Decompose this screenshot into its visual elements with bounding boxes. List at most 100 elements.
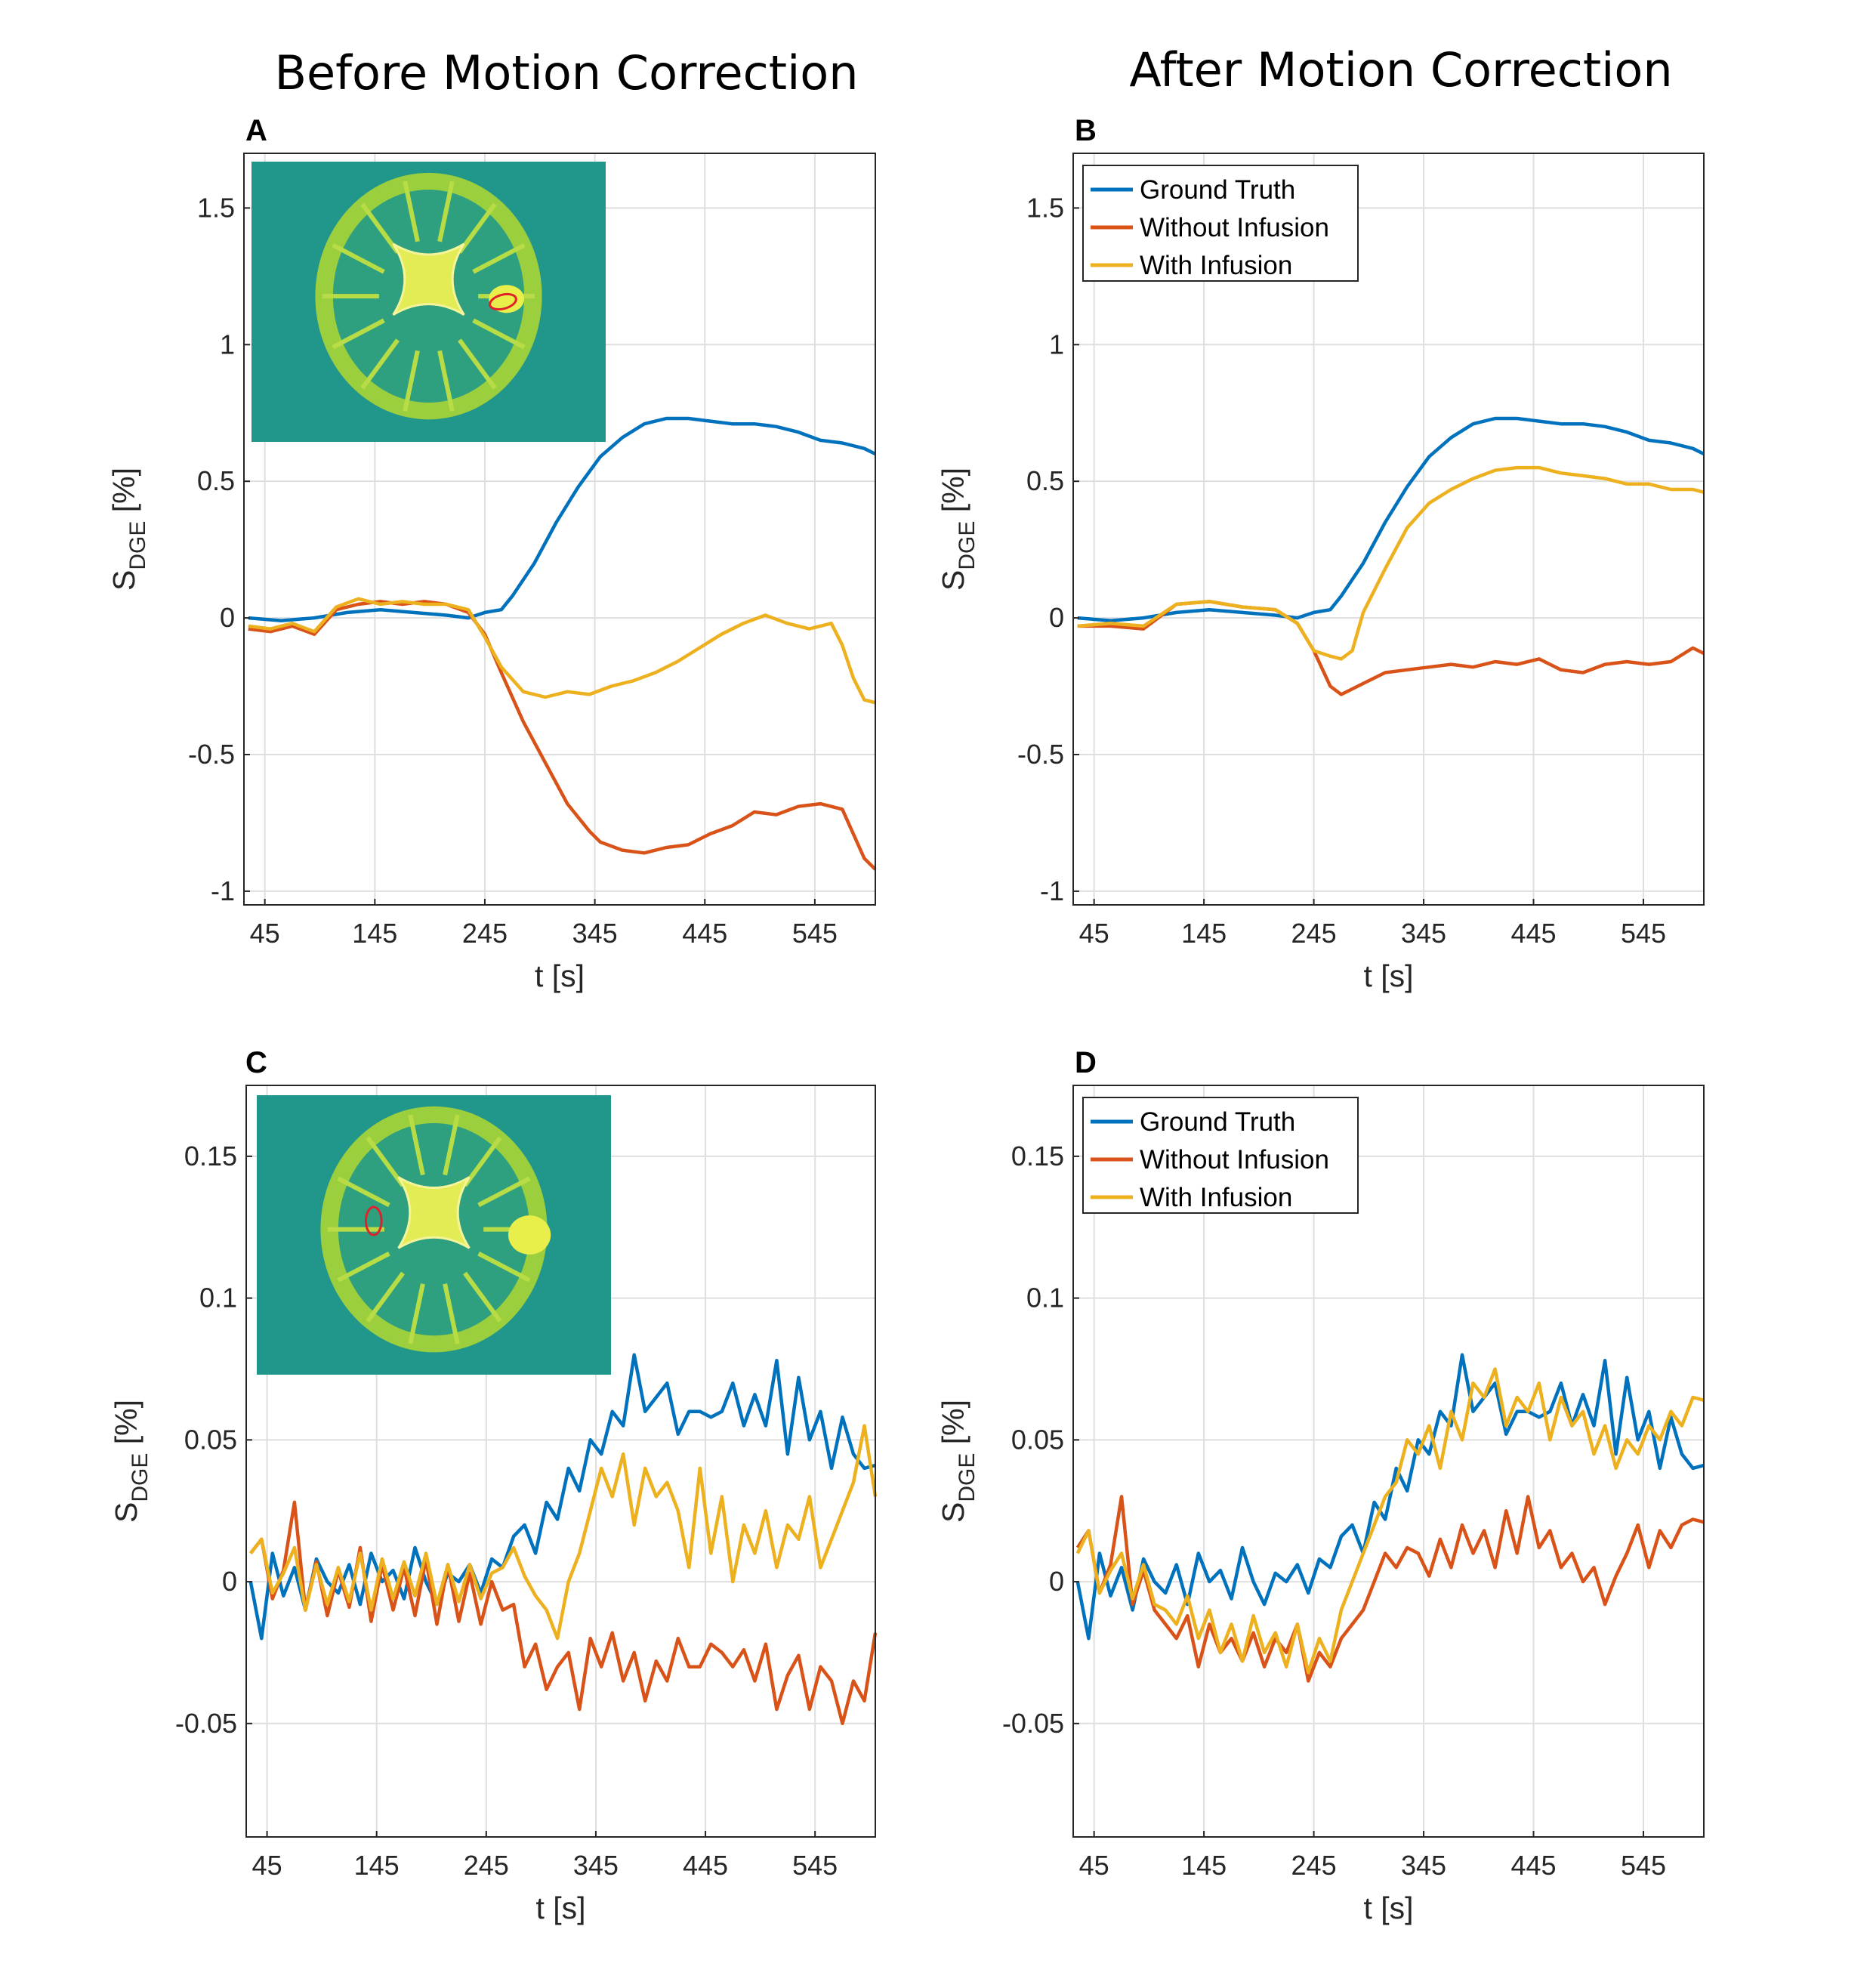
panel-label: C [245,1046,267,1079]
y-tick-label: -0.5 [1017,739,1064,770]
brain-sulcus [472,318,526,350]
brain-sulcus [332,242,385,274]
lesion [489,285,525,313]
column-title-right: After Motion Correction [1129,42,1672,97]
brain-sulcus [360,202,400,254]
brain-inset [251,162,606,442]
x-tick-label: 145 [352,918,397,949]
brain-sulcus [337,1176,390,1208]
brain-sulcus [437,350,455,412]
x-tick-label: 345 [1401,1850,1446,1881]
x-tick-label: 145 [1181,1850,1227,1881]
series-line-with-infusion [248,597,876,705]
roi-outline [489,292,517,311]
y-tick-label: 0.1 [1026,1283,1064,1314]
panels: A45 145 245 345 445 545-1-0.500.511.5t [s]SDG… [106,114,1705,1925]
x-tick-label: 245 [1291,1850,1337,1881]
y-axis-label-main: S [936,1502,970,1523]
legend-label: Without Infusion [1140,213,1329,242]
x-axis-label: t [s] [1363,1891,1413,1925]
x-tick-label: 145 [354,1850,400,1881]
y-axis-label-subscript: DGE [128,1453,153,1502]
y-axis-label-subscript: DGE [125,521,150,570]
brain-sulcus [477,1252,531,1283]
legend: Ground Truth Without Infusion With Infusio… [1082,165,1359,282]
x-tick-label: 245 [1291,918,1337,949]
brain-ventricles [392,242,465,316]
y-tick-label: -1 [211,875,235,906]
brain-sulcus [403,181,420,242]
series-line-with-infusion [249,1424,878,1641]
x-tick-label: 545 [1621,1850,1666,1881]
y-axis-label-unit: [%] [109,1400,143,1453]
y-tick-label: 1 [1049,329,1064,360]
x-tick-label: 45 [250,918,280,949]
plot-frame [245,1085,876,1838]
legend-box [1082,165,1359,282]
panel-b: B 45 145 245 345 445 545 -1 -0.5 0 0.5 1 1.5 t [s] SDG… [936,114,1705,993]
y-tick-label: -0.05 [1002,1708,1064,1739]
x-tick-label: 345 [1401,918,1446,949]
panel-d: D 45 145 245 345 445 545 -0.05 0 0.05 0.1 0.15 t [s]… [936,1046,1705,1925]
roi-outline [364,1205,383,1236]
y-axis-label-main: S [936,570,970,591]
x-tick-label: 545 [792,918,838,949]
series-line-without-infusion [1077,600,1705,696]
panel-label: D [1075,1046,1097,1079]
x-tick-label: 245 [462,918,508,949]
brain-sulcus [443,1283,460,1344]
y-axis-label-subscript: DGE [955,521,980,570]
series-line-ground-truth [248,416,876,622]
x-axis-label: t [s] [535,958,585,993]
y-tick-label: 0 [222,1566,237,1597]
brain-sulcus [472,242,526,274]
panel-label: B [1075,114,1097,147]
x-tick-label: 345 [572,918,618,949]
brain-sulcus [458,338,497,390]
y-tick-label: 0 [1049,1566,1064,1597]
legend-label: Ground Truth [1140,1107,1295,1137]
y-tick-label: 0.05 [1011,1424,1064,1455]
y-tick-label: -0.5 [188,739,235,770]
brain-sulcus [360,338,400,390]
brain-sulcus [437,181,455,242]
y-tick-label: -1 [1040,875,1064,906]
y-axis-label: SDGE [%] [936,468,980,591]
legend-box [1082,1097,1359,1214]
y-axis-label: SDGE [%] [936,1400,980,1523]
brain-sulcus [403,350,420,412]
y-axis-label-unit: [%] [106,468,141,521]
plot-frame [243,153,876,906]
y-axis-label: SDGE [%] [109,1400,153,1523]
brain-sulcus [366,1136,405,1187]
y-axis-label-unit: [%] [936,468,970,521]
x-tick-label: 445 [1510,918,1556,949]
y-tick-label: 1.5 [1026,192,1064,223]
x-tick-label: 45 [1079,918,1109,949]
panel-label: A [245,114,267,147]
brain-sulcus [463,1271,502,1323]
x-tick-label: 445 [683,1850,728,1881]
x-tick-label: 445 [682,918,727,949]
brain-sulcus [337,1252,390,1283]
column-title-left: Before Motion Correction [274,45,858,100]
y-tick-label: 0.5 [197,465,235,496]
brain-sulcus [477,1176,531,1208]
series-line-ground-truth [1075,1353,1705,1641]
y-tick-label: 0.05 [184,1424,237,1455]
x-tick-label: 545 [1621,918,1666,949]
y-axis-label-main: S [109,1502,143,1523]
brain-sulcus [408,1114,425,1176]
x-tick-label: 145 [1181,918,1227,949]
plot-frame [1072,1085,1705,1838]
y-tick-label: 0.15 [1011,1141,1064,1172]
legend: Ground Truth Without Infusion With Infusio… [1082,1097,1359,1214]
series-line-without-infusion [1075,1495,1705,1683]
y-axis-label-subscript: DGE [955,1453,980,1502]
legend-label: With Infusion [1140,251,1292,280]
y-tick-label: 0.15 [184,1141,237,1172]
x-axis-label: t [s] [535,1891,585,1925]
y-axis-label: SDGE [%] [106,468,150,591]
y-tick-label: 0.5 [1026,465,1064,496]
